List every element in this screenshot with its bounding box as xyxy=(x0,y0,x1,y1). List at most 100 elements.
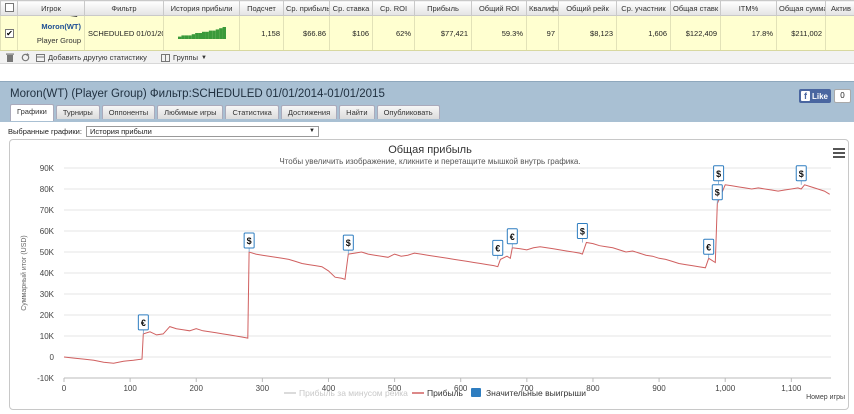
significant-win-marker[interactable]: $ xyxy=(795,165,807,185)
facebook-like-button[interactable]: f Like xyxy=(799,89,831,103)
y-tick-label: 60K xyxy=(40,227,55,236)
marker-flag xyxy=(713,165,725,182)
sparkline-bar xyxy=(177,36,181,39)
total-roi-cell: 59.3% xyxy=(471,15,527,51)
tab-tournaments[interactable]: Турниры xyxy=(55,105,100,119)
col-profit[interactable]: Прибыль xyxy=(414,0,472,16)
tab-opponents[interactable]: Оппоненты xyxy=(101,105,156,119)
y-tick-label: 30K xyxy=(40,290,55,299)
tab-charts[interactable]: Графики xyxy=(10,104,54,121)
like-label: Like xyxy=(812,91,829,101)
marker-flag xyxy=(137,314,149,331)
profit-sparkline[interactable] xyxy=(177,25,226,39)
profit-chart[interactable]: -10K 0 10K 20K 30K 40K 50K 60K 70K 80K 90K 0 100 200 3… xyxy=(10,140,850,411)
chart-select-row: Выбранные графики: История прибыли ▼ xyxy=(8,126,319,137)
x-tick-label: 300 xyxy=(256,384,270,393)
add-stat-button[interactable]: Добавить другую статистику xyxy=(36,53,147,62)
count-cell: 1,158 xyxy=(239,15,284,51)
marker-flag xyxy=(243,232,255,249)
avg-roi-cell: 62% xyxy=(372,15,415,51)
legend-item[interactable]: Прибыль за минусом рейка xyxy=(284,388,408,398)
col-avg-profit[interactable]: Ср. прибыль xyxy=(283,0,330,16)
x-tick-label: 600 xyxy=(454,384,468,393)
sparkline-bar xyxy=(191,34,195,39)
y-tick-label: 80K xyxy=(40,185,55,194)
player-cell: Moron(WT) Player Group xyxy=(17,15,85,51)
y-tick-label: 50K xyxy=(40,248,55,257)
y-tick-label: 40K xyxy=(40,269,55,278)
y-tick-label: 20K xyxy=(40,311,55,320)
chevron-down-icon: ▼ xyxy=(201,54,207,61)
significant-win-marker[interactable]: € xyxy=(703,238,715,259)
groups-label: Группы xyxy=(173,53,198,62)
refresh-icon xyxy=(21,53,30,62)
legend-label: Прибыль за минусом рейка xyxy=(299,388,408,398)
tab-favorite-games[interactable]: Любимые игры xyxy=(157,105,224,119)
significant-win-marker[interactable]: $ xyxy=(342,234,354,255)
x-tick-label: 900 xyxy=(652,384,666,393)
select-all-checkbox[interactable] xyxy=(4,2,14,12)
row-select-cell[interactable]: ✔ xyxy=(0,15,18,51)
total-sum-cell: $211,002 xyxy=(776,15,826,51)
sparkline-bar xyxy=(211,30,216,39)
significant-win-marker[interactable]: $ xyxy=(713,165,725,185)
trash-icon xyxy=(6,53,14,62)
col-total-rake[interactable]: Общий рейк xyxy=(558,0,617,16)
table-row[interactable]: ✔ Moron(WT) Player Group SCHEDULED 01/01… xyxy=(0,15,854,51)
chart-type-select[interactable]: История прибыли ▼ xyxy=(85,126,319,137)
significant-win-marker[interactable]: $ xyxy=(711,184,723,204)
avg-profit-cell: $66.86 xyxy=(283,15,330,51)
legend-item[interactable]: Прибыль xyxy=(412,388,464,398)
profit-series-line[interactable] xyxy=(63,184,830,364)
stats-header-row: Игрок Фильтр История прибыли Подсчет Ср.… xyxy=(0,0,854,16)
col-active[interactable]: Актив xyxy=(825,0,854,16)
avg-entrants-cell: 1,606 xyxy=(616,15,671,51)
marker-label: € xyxy=(706,242,711,252)
tab-find[interactable]: Найти xyxy=(339,105,375,119)
col-filter[interactable]: Фильтр xyxy=(84,0,164,16)
col-avg-entrants[interactable]: Ср. участник xyxy=(616,0,671,16)
x-tick-label: 700 xyxy=(520,384,534,393)
row-checkbox[interactable]: ✔ xyxy=(5,28,14,38)
col-total-roi[interactable]: Общий ROI xyxy=(471,0,527,16)
col-qualified[interactable]: Квалифи xyxy=(526,0,559,16)
significant-win-marker[interactable]: € xyxy=(506,228,518,248)
page-title: Moron(WT) (Player Group) Фильтр:SCHEDULE… xyxy=(10,88,385,100)
groups-menu[interactable]: Группы ▼ xyxy=(161,53,207,62)
col-avg-roi[interactable]: Ср. ROI xyxy=(372,0,415,16)
significant-win-marker[interactable]: $ xyxy=(243,232,255,252)
sparkline-bar xyxy=(201,31,205,39)
stats-toolbar: Добавить другую статистику Группы ▼ xyxy=(0,51,854,64)
sparkline-bar xyxy=(194,33,199,39)
player-name-link[interactable]: Moron(WT) xyxy=(41,21,81,31)
col-player[interactable]: Игрок xyxy=(17,0,85,16)
delete-button[interactable] xyxy=(6,53,14,62)
tab-publish[interactable]: Опубликовать xyxy=(376,105,440,119)
col-avg-stake[interactable]: Ср. ставка xyxy=(329,0,373,16)
x-tick-label: 800 xyxy=(586,384,600,393)
col-count[interactable]: Подсчет xyxy=(239,0,284,16)
significant-win-marker[interactable]: € xyxy=(137,314,149,334)
significant-win-marker[interactable]: € xyxy=(492,239,504,260)
col-total-sum[interactable]: Общая сумма xyxy=(776,0,826,16)
refresh-button[interactable] xyxy=(21,53,30,62)
sparkline-bar xyxy=(222,27,226,39)
filter-cell: SCHEDULED 01/01/2014-01/01/2015 xyxy=(84,15,164,51)
chart-title: Общая прибыль xyxy=(388,144,472,156)
significant-win-marker[interactable]: $ xyxy=(576,223,588,243)
legend-item[interactable]: Значительные выигрыши xyxy=(471,388,586,398)
x-tick-label: 500 xyxy=(388,384,402,393)
x-tick-label: 200 xyxy=(190,384,204,393)
tab-achievements[interactable]: Достижения xyxy=(280,105,338,119)
col-profit-history[interactable]: История прибыли xyxy=(163,0,240,16)
chart-menu-icon[interactable] xyxy=(833,148,845,158)
profit-history-cell[interactable] xyxy=(163,15,240,51)
y-tick-label: 10K xyxy=(40,332,55,341)
col-itm[interactable]: ITM% xyxy=(720,0,777,16)
marker-label: $ xyxy=(716,169,721,179)
tab-statistics[interactable]: Статистика xyxy=(225,105,279,119)
col-select[interactable] xyxy=(0,0,18,16)
marker-flag xyxy=(576,223,588,240)
col-total-stake[interactable]: Общая ставк xyxy=(670,0,721,16)
x-tick-label: 400 xyxy=(322,384,336,393)
